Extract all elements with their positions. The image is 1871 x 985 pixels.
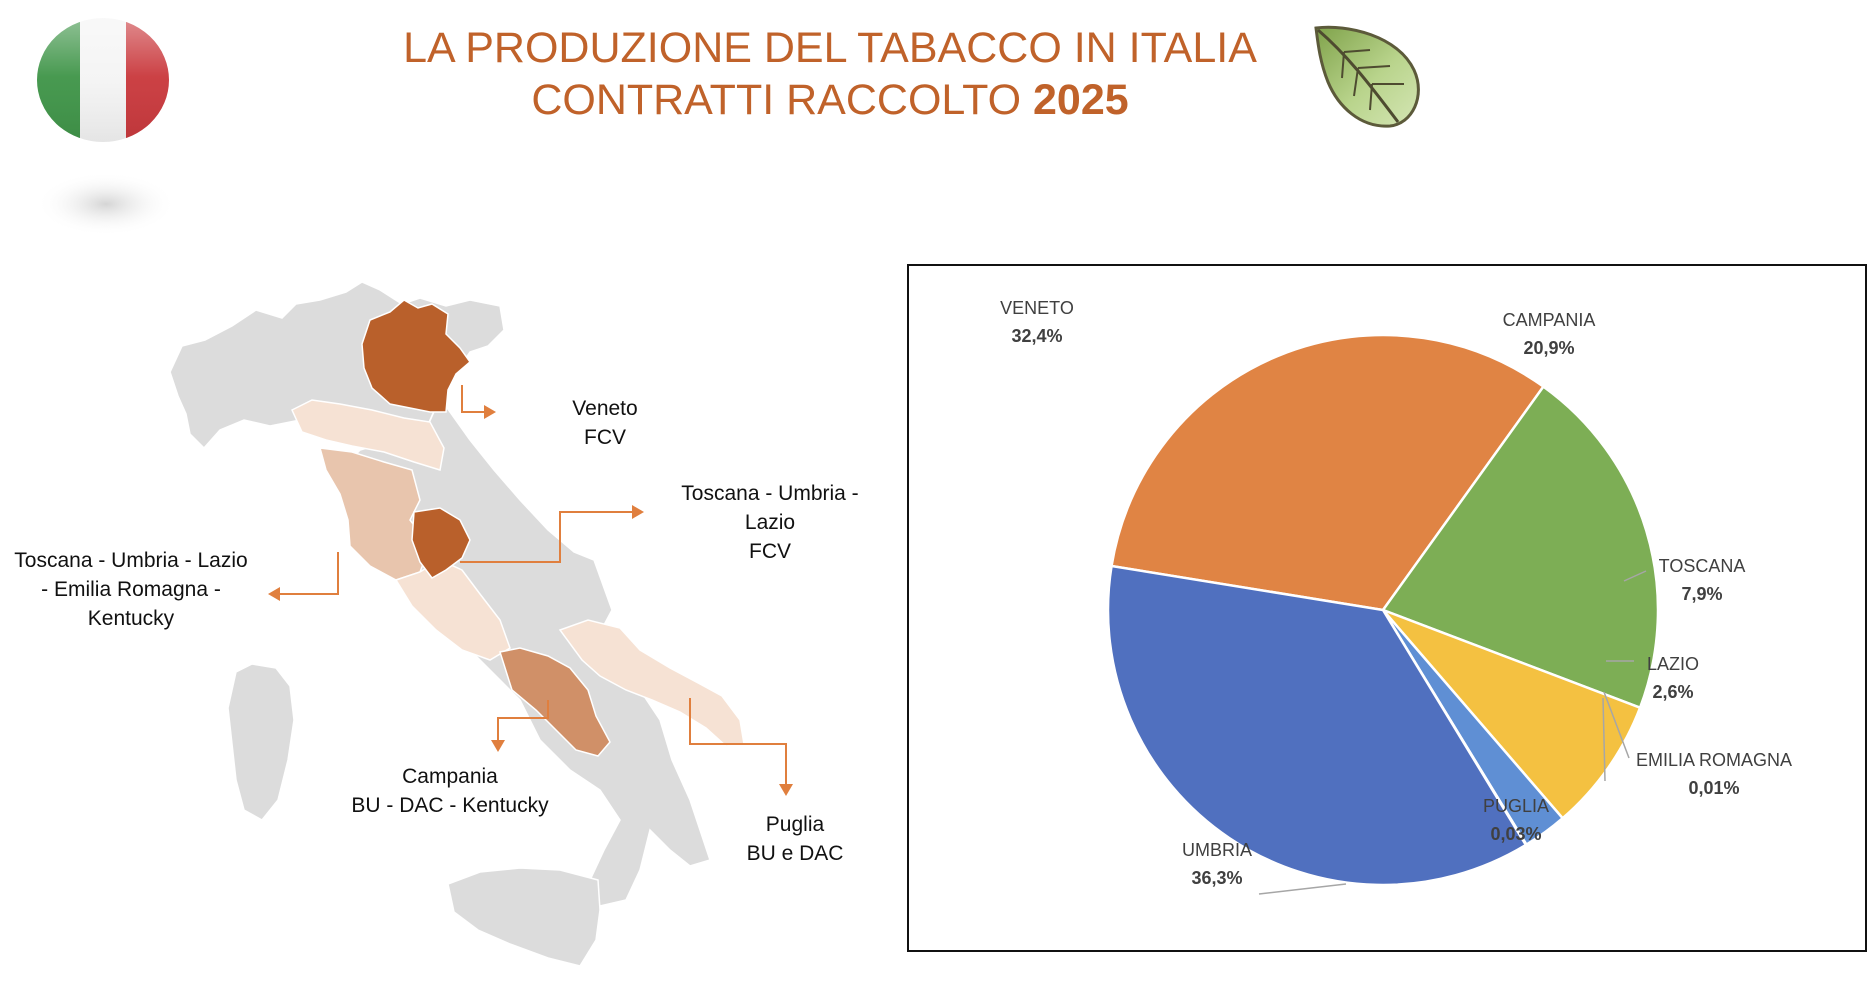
veneto-arrowhead xyxy=(484,405,496,419)
pie-slice-umbria xyxy=(1106,564,1528,887)
campania-arrowhead xyxy=(491,740,505,752)
campania-leader-line xyxy=(497,700,549,740)
pie-slice-veneto xyxy=(1110,333,1546,612)
puglia-leader-line xyxy=(689,698,787,784)
pie-chart: VENETO 32,4% CAMPANIA 20,9% TOSCANA 7,9% LAZIO… xyxy=(1000,298,1792,895)
puglia-label-line-2: BU e DAC xyxy=(746,842,844,865)
pie-label-value-umbria: 36,3% xyxy=(1191,868,1242,888)
pie-leader-umbria xyxy=(1258,883,1347,895)
pie-slice-campania xyxy=(1381,384,1660,710)
title-line-1: LA PRODUZIONE DEL TABACCO IN ITALIA xyxy=(403,24,1257,72)
central-kentucky-label: Toscana - Umbria - Lazio - Emilia Romagn… xyxy=(0,546,262,633)
pie-label-value-puglia: 0,03% xyxy=(1490,824,1541,844)
pie-label-name-emilia-romagna: EMILIA ROMAGNA xyxy=(1636,750,1792,770)
pie-label-value-campania: 20,9% xyxy=(1523,338,1574,358)
italy-flag-icon xyxy=(24,14,184,244)
map-sicily xyxy=(447,867,601,967)
map-sardinia xyxy=(227,663,295,821)
pie-label-value-veneto: 32,4% xyxy=(1011,326,1062,346)
central-kentucky-label-line-1: Toscana - Umbria - Lazio xyxy=(14,549,248,572)
tobacco-leaf-icon xyxy=(1308,22,1428,134)
pie-label-name-toscana: TOSCANA xyxy=(1659,556,1746,576)
campania-label-line-2: BU - DAC - Kentucky xyxy=(351,794,549,817)
map-veneto xyxy=(361,299,472,413)
italy-map xyxy=(160,280,800,980)
central-fcv-leader-line xyxy=(460,511,632,563)
veneto-label: Veneto FCV xyxy=(530,394,680,452)
pie-label-name-campania: CAMPANIA xyxy=(1503,310,1596,330)
pie-label-value-emilia-romagna: 0,01% xyxy=(1688,778,1739,798)
pie-label-value-lazio: 2,6% xyxy=(1652,682,1693,702)
title-year: 2025 xyxy=(1033,76,1129,124)
page-title: LA PRODUZIONE DEL TABACCO IN ITALIA CONT… xyxy=(0,22,1660,126)
map-umbria xyxy=(411,507,471,579)
puglia-label-line-1: Puglia xyxy=(765,813,825,836)
central-kentucky-label-line-2: - Emilia Romagna - xyxy=(41,578,221,601)
pie-label-name-puglia: PUGLIA xyxy=(1483,796,1549,816)
central-fcv-label-line-2: Lazio xyxy=(744,511,796,534)
veneto-leader-line xyxy=(461,385,486,413)
central-kentucky-arrowhead xyxy=(268,587,280,601)
puglia-label: Puglia BU e DAC xyxy=(710,810,880,868)
puglia-arrowhead xyxy=(779,784,793,796)
central-fcv-arrowhead xyxy=(632,505,644,519)
pie-label-name-lazio: LAZIO xyxy=(1647,654,1699,674)
pie-label-name-umbria: UMBRIA xyxy=(1182,840,1252,860)
veneto-label-line-1: Veneto xyxy=(572,397,638,420)
central-kentucky-label-line-3: Kentucky xyxy=(87,607,175,630)
pie-slice-toscana xyxy=(1382,608,1642,820)
campania-label-line-1: Campania xyxy=(402,765,498,788)
central-fcv-label: Toscana - Umbria - Lazio FCV xyxy=(660,479,880,566)
central-fcv-label-line-1: Toscana - Umbria - xyxy=(681,482,859,505)
title-line-2: CONTRATTI RACCOLTO 2025 xyxy=(0,74,1660,126)
pie-leader-toscana xyxy=(1623,570,1647,582)
pie-label-value-toscana: 7,9% xyxy=(1681,584,1722,604)
central-kentucky-leader-line xyxy=(280,552,339,595)
pie-leader-puglia xyxy=(1602,697,1606,782)
title-line-2-prefix: CONTRATTI RACCOLTO xyxy=(531,76,1033,124)
central-fcv-label-line-3: FCV xyxy=(749,540,791,563)
map-emilia-romagna xyxy=(291,399,445,471)
pie-leader-emilia-romagna xyxy=(1603,691,1630,759)
veneto-label-line-2: FCV xyxy=(584,426,626,449)
pie-chart-frame: VENETO 32,4% CAMPANIA 20,9% TOSCANA 7,9% LAZIO… xyxy=(907,264,1867,952)
campania-label: Campania BU - DAC - Kentucky xyxy=(330,762,570,820)
map-campania xyxy=(499,647,611,757)
pie-label-name-veneto: VENETO xyxy=(1000,298,1074,318)
